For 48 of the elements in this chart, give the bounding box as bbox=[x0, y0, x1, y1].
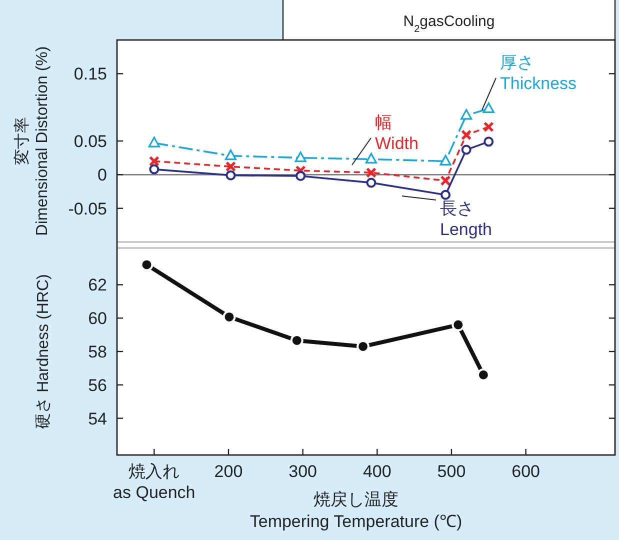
point bbox=[294, 152, 306, 162]
point bbox=[476, 368, 490, 382]
point bbox=[440, 175, 451, 186]
point bbox=[461, 144, 472, 155]
point bbox=[440, 190, 451, 200]
y-tick-label: 54 bbox=[88, 409, 107, 428]
x-tick-label: 200 bbox=[214, 462, 243, 481]
x-tick-label: 300 bbox=[288, 462, 318, 481]
y-tick-label: 62 bbox=[88, 276, 107, 295]
point bbox=[461, 130, 472, 140]
point bbox=[225, 161, 236, 172]
x-tick-label: 600 bbox=[512, 462, 540, 481]
x-axis-title: 焼戻し温度 Tempering Temperature (℃) bbox=[250, 490, 462, 531]
point bbox=[148, 156, 160, 166]
y-tick-label: -0.05 bbox=[68, 199, 107, 218]
x-tick-label: 400 bbox=[362, 462, 392, 481]
point bbox=[365, 152, 378, 164]
point bbox=[366, 167, 377, 178]
chart-title: N$_{2}$gasCooling bbox=[403, 13, 495, 34]
point bbox=[483, 122, 494, 132]
y-tick-label: 0 bbox=[98, 166, 107, 185]
y-axis-title: 変寸率 Dimensional Distortion (%) bbox=[13, 46, 51, 236]
x-tick-label: 焼入れ as Quench bbox=[113, 462, 196, 502]
y-tick-label: 0.05 bbox=[74, 132, 107, 151]
point bbox=[295, 165, 306, 176]
y-tick-label: 58 bbox=[88, 342, 107, 362]
point bbox=[148, 136, 160, 148]
series-label: 幅 Width bbox=[375, 113, 418, 153]
point bbox=[366, 178, 376, 188]
point bbox=[482, 102, 494, 113]
point bbox=[224, 150, 237, 160]
point bbox=[222, 310, 236, 324]
series-label: 厚さ Thickness bbox=[500, 53, 577, 93]
series-label: 長さ Length bbox=[440, 199, 492, 239]
point bbox=[296, 171, 306, 182]
point bbox=[460, 109, 472, 120]
y-axis-title: 硬さ Hardness (HRC) bbox=[35, 274, 52, 429]
point bbox=[149, 164, 160, 174]
point bbox=[484, 136, 494, 147]
y-tick-label: 0.15 bbox=[74, 64, 107, 84]
point bbox=[452, 318, 465, 332]
x-tick-label: 500 bbox=[437, 462, 466, 481]
y-tick-label: 60 bbox=[88, 309, 107, 328]
y-tick-label: 56 bbox=[88, 376, 107, 395]
title: N$_{2}$gasCooling bbox=[282, 0, 616, 41]
point bbox=[140, 258, 154, 272]
point bbox=[226, 170, 236, 180]
point bbox=[440, 154, 452, 166]
